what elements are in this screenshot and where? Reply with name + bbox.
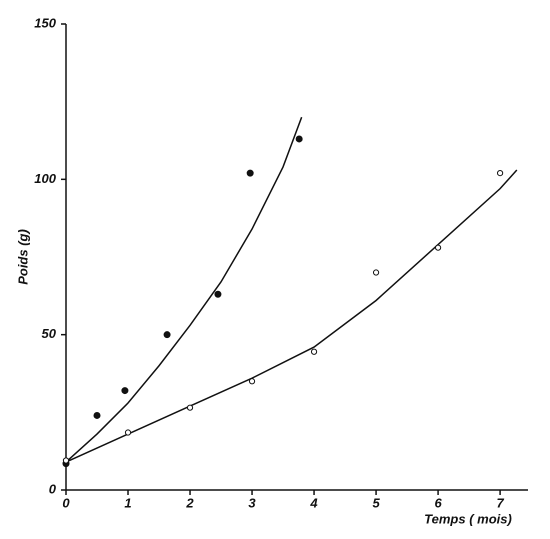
data-point <box>93 411 101 419</box>
data-point <box>214 290 222 298</box>
x-tick-label: 2 <box>185 495 194 510</box>
fit-curve <box>65 116 303 463</box>
y-tick-label: 0 <box>49 481 57 496</box>
y-axis-label: Poids (g) <box>15 229 30 285</box>
x-axis-label: Temps ( mois) <box>424 511 512 526</box>
y-tick-label: 50 <box>42 326 57 341</box>
data-point <box>295 135 303 143</box>
data-point <box>186 404 194 411</box>
data-point <box>163 331 171 339</box>
x-tick-label: 4 <box>309 495 318 510</box>
data-point <box>372 269 380 276</box>
x-tick-label: 1 <box>124 495 131 510</box>
y-tick-label: 150 <box>34 15 56 30</box>
data-point <box>310 348 318 355</box>
x-tick-label: 0 <box>62 495 70 510</box>
data-point <box>496 170 504 177</box>
data-point <box>121 387 129 395</box>
data-point <box>62 457 70 464</box>
y-tick-label: 100 <box>34 171 56 186</box>
x-tick-label: 5 <box>372 495 380 510</box>
data-point <box>246 169 254 177</box>
fit-curve <box>65 169 518 463</box>
data-point <box>248 378 256 385</box>
data-point <box>124 429 132 436</box>
x-tick-label: 7 <box>496 495 504 510</box>
data-point <box>434 244 442 251</box>
x-tick-label: 6 <box>434 495 442 510</box>
x-tick-label: 3 <box>248 495 256 510</box>
